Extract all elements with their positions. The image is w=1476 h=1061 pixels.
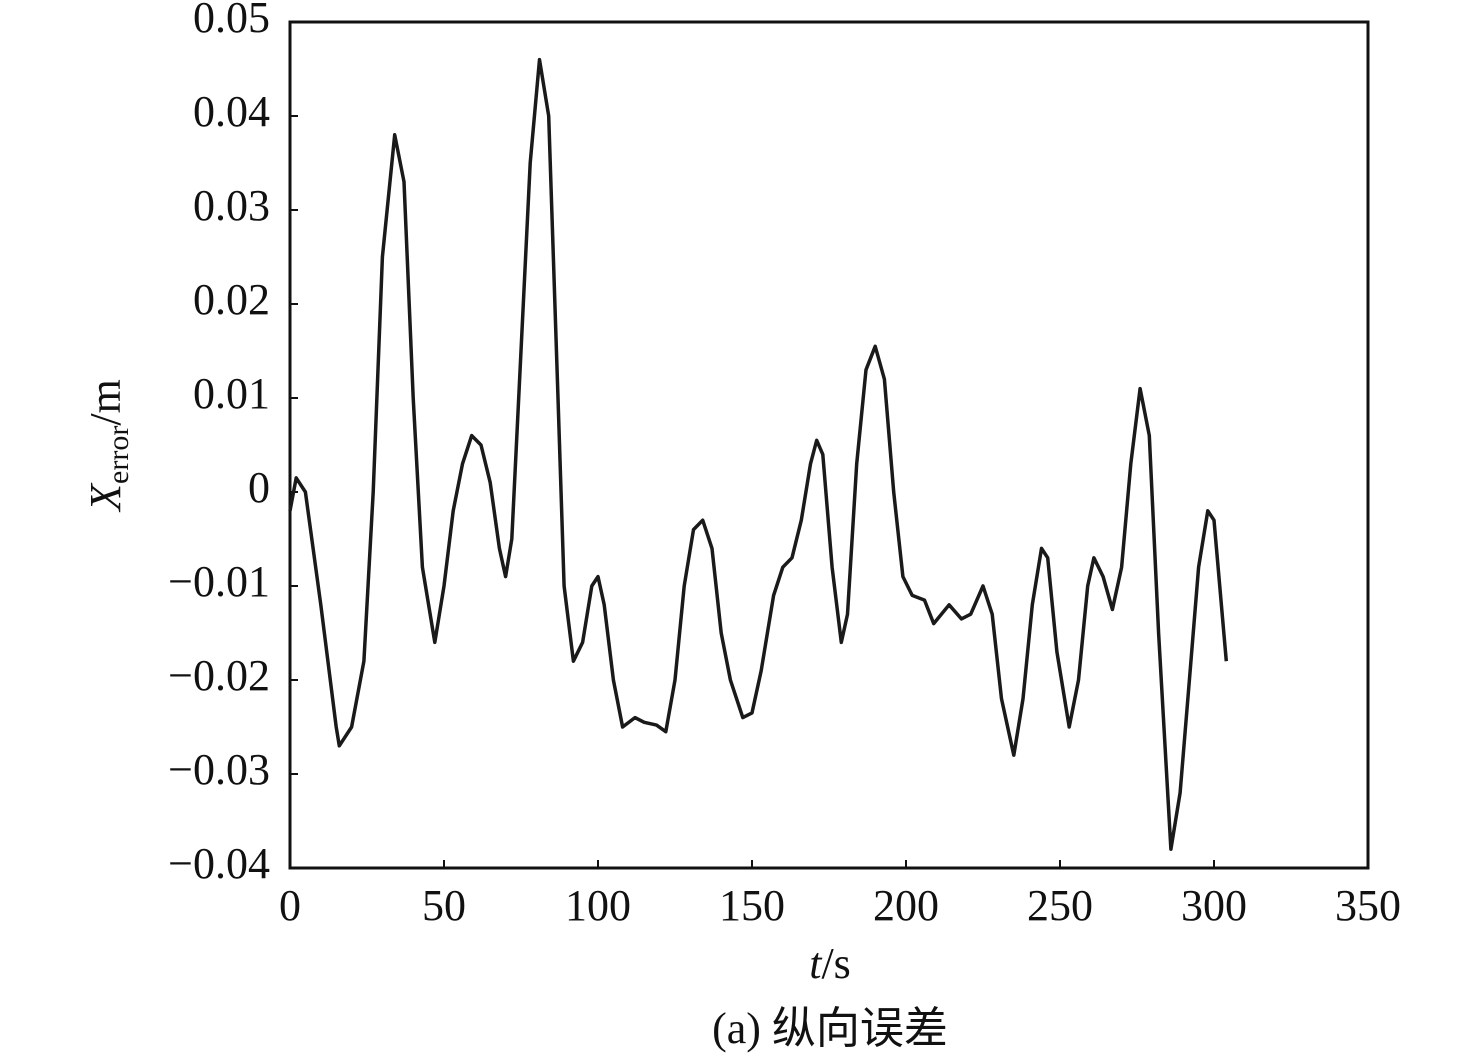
- x-tick-label: 200: [873, 881, 939, 930]
- y-tick-label: −0.02: [168, 651, 270, 700]
- y-tick-label: −0.03: [168, 745, 270, 794]
- data-line: [288, 57, 1229, 851]
- x-tick-label: 250: [1027, 881, 1093, 930]
- plot-frame: [288, 20, 1370, 870]
- x-axis-label: t/s: [809, 939, 851, 988]
- y-label-subscript: error: [102, 426, 135, 484]
- y-tick-label: 0.04: [193, 87, 270, 136]
- caption: (a) 纵向误差: [712, 1004, 948, 1053]
- x-tick-label: 100: [565, 881, 631, 930]
- x-tick-label: 50: [422, 881, 466, 930]
- y-tick-label: 0.05: [193, 0, 270, 42]
- y-axis-label: Xerror/m: [81, 379, 135, 513]
- y-tick-label: 0.02: [193, 275, 270, 324]
- y-tick-label: −0.01: [168, 557, 270, 606]
- y-label-symbol: X: [81, 482, 130, 513]
- x-tick-label: 0: [279, 881, 301, 930]
- y-tick-label: 0: [248, 463, 270, 512]
- y-tick-label: −0.04: [168, 839, 270, 888]
- y-tick-label: 0.03: [193, 181, 270, 230]
- y-label-unit: /m: [81, 379, 130, 425]
- x-label-symbol: t: [809, 939, 823, 988]
- x-tick-label: 350: [1335, 881, 1401, 930]
- x-label-unit: /s: [821, 939, 850, 988]
- y-tick-label: 0.01: [193, 369, 270, 418]
- x-tick-label: 150: [719, 881, 785, 930]
- x-tick-label: 300: [1181, 881, 1247, 930]
